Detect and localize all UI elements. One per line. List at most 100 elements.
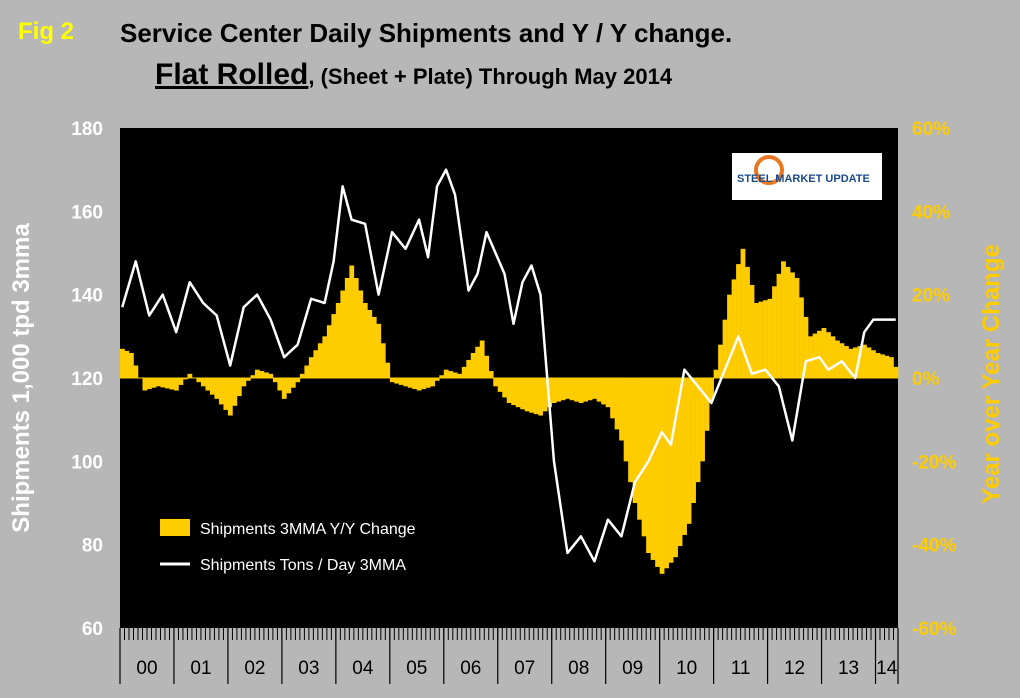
yoy-bar <box>655 378 660 567</box>
yoy-bar <box>592 378 597 399</box>
legend: Shipments 3MMA Y/Y Change Shipments Tons… <box>160 519 416 574</box>
x-tick-label: 10 <box>676 658 697 679</box>
yoy-bar <box>520 378 526 410</box>
yoy-bar <box>120 348 125 378</box>
x-axis-band <box>120 628 898 684</box>
yoy-bar <box>772 286 777 378</box>
yoy-bar <box>317 343 323 378</box>
yoy-bar <box>601 378 606 405</box>
yoy-bar <box>200 378 206 387</box>
yoy-bar <box>605 378 611 408</box>
y-tick-left: 80 <box>82 536 103 557</box>
yoy-bar <box>146 378 152 390</box>
yoy-bar <box>718 344 723 378</box>
yoy-bar <box>533 378 539 415</box>
yoy-bar <box>227 378 233 416</box>
yoy-bar <box>821 328 827 378</box>
x-tick-label: 01 <box>190 658 211 679</box>
yoy-bar <box>290 378 296 388</box>
yoy-bar <box>371 316 377 378</box>
yoy-bar <box>268 373 274 378</box>
yoy-bar <box>659 378 665 574</box>
yoy-bar <box>403 378 409 387</box>
yoy-bar <box>781 261 786 378</box>
x-tick-label: 12 <box>784 658 805 679</box>
yoy-bar <box>241 378 247 387</box>
yoy-bar <box>664 378 669 569</box>
yoy-bar <box>169 378 175 390</box>
logo-text: STEEL MARKET UPDATE <box>737 173 870 185</box>
y-tick-left: 180 <box>71 119 103 140</box>
x-tick-label: 00 <box>136 658 157 679</box>
yoy-bar <box>376 323 382 378</box>
yoy-bar <box>164 378 170 389</box>
x-tick-label: 06 <box>460 658 481 679</box>
x-tick-label: 05 <box>406 658 427 679</box>
y-tick-right: 20% <box>912 286 950 307</box>
yoy-bar <box>893 366 899 378</box>
yoy-bar <box>889 357 894 378</box>
yoy-bar <box>448 371 454 378</box>
yoy-bar <box>245 378 251 381</box>
yoy-bar <box>790 272 795 378</box>
x-tick-label: 09 <box>622 658 643 679</box>
yoy-bar <box>344 278 350 378</box>
yoy-bar <box>682 378 687 535</box>
yoy-bar <box>389 378 395 383</box>
yoy-bar <box>853 347 858 378</box>
yoy-bar <box>488 371 494 378</box>
yoy-bar <box>794 278 800 378</box>
yoy-bar <box>335 303 341 378</box>
yoy-bar <box>614 378 620 430</box>
yoy-bar <box>430 378 436 387</box>
yoy-bar <box>529 378 535 413</box>
yoy-bar <box>254 369 260 378</box>
x-tick-label: 14 <box>876 658 898 679</box>
yoy-bar <box>461 366 467 378</box>
figure-label: Fig 2 <box>18 18 75 45</box>
yoy-bar <box>736 264 741 378</box>
yoy-bar <box>565 378 571 399</box>
yoy-bar <box>331 314 337 378</box>
yoy-bar <box>677 378 683 547</box>
yoy-bar <box>178 378 184 385</box>
x-tick-label: 03 <box>298 658 319 679</box>
yoy-bar <box>173 378 179 391</box>
y-tick-left: 120 <box>71 369 103 390</box>
y-tick-right: -40% <box>912 536 956 557</box>
yoy-bar <box>812 333 818 378</box>
yoy-bar <box>866 347 872 378</box>
logo-swoosh-icon <box>754 155 784 185</box>
yoy-bar <box>767 298 773 378</box>
yoy-bar <box>272 378 278 383</box>
yoy-bar <box>844 346 849 378</box>
yoy-bar <box>862 344 867 378</box>
yoy-bar <box>799 297 804 378</box>
yoy-bar <box>578 378 584 403</box>
yoy-bar <box>560 378 566 401</box>
chart-subtitle: Flat Rolled, (Sheet + Plate) Through May… <box>155 58 672 92</box>
yoy-bar <box>151 378 157 388</box>
yoy-bar <box>596 378 602 402</box>
yoy-bar <box>848 348 854 378</box>
yoy-bar <box>763 300 768 378</box>
yoy-bar <box>668 378 674 563</box>
yoy-bar <box>394 378 400 384</box>
yoy-bar <box>569 378 575 401</box>
yoy-bar <box>493 378 499 387</box>
yoy-bar <box>434 378 440 381</box>
yoy-bar <box>632 378 638 503</box>
yoy-bar <box>641 378 647 537</box>
subtitle-rest: , (Sheet + Plate) Through May 2014 <box>308 64 673 89</box>
y-tick-right: 40% <box>912 202 950 223</box>
x-tick-label: 07 <box>514 658 535 679</box>
yoy-bar <box>830 336 836 378</box>
yoy-bar <box>619 378 624 441</box>
y-tick-right: 0% <box>912 369 940 390</box>
yoy-bar <box>628 378 633 483</box>
yoy-bar <box>236 378 242 397</box>
legend-line-label: Shipments Tons / Day 3MMA <box>200 557 406 574</box>
yoy-bar <box>704 378 710 431</box>
y-tick-right: -20% <box>912 452 956 473</box>
yoy-bar <box>299 373 305 378</box>
